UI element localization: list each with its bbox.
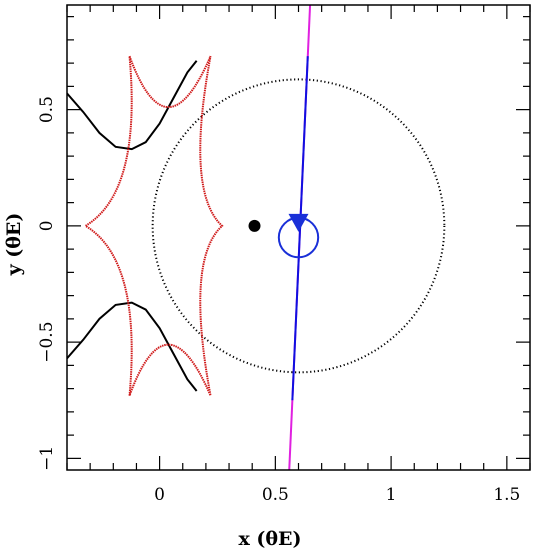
plot-area: [67, 5, 446, 470]
caustic: [83, 55, 224, 396]
x-tick-label: 1.5: [493, 485, 520, 505]
y-axis-label: y (θE): [3, 213, 25, 277]
x-axis-label: x (θE): [238, 528, 301, 550]
y-tick-label: −1: [37, 446, 57, 471]
x-tick-label: 0.5: [262, 485, 289, 505]
direction-arrow: [288, 213, 309, 232]
x-tick-label: 1: [386, 485, 397, 505]
y-tick-label: 0: [37, 220, 57, 231]
axes: [66, 4, 531, 471]
y-tick-label: 0.5: [37, 96, 57, 123]
critical-curve-circle: [151, 78, 446, 374]
critical-curve-lobe: [67, 60, 198, 151]
y-tick-label: −0.5: [37, 321, 57, 362]
tick-labels: 0 0.5 1 1.5 −1 −0.5 0 0.5: [37, 96, 520, 505]
critical-curve-lobe: [67, 301, 198, 392]
lens-point: [248, 219, 261, 232]
x-tick-label: 0: [154, 485, 165, 505]
